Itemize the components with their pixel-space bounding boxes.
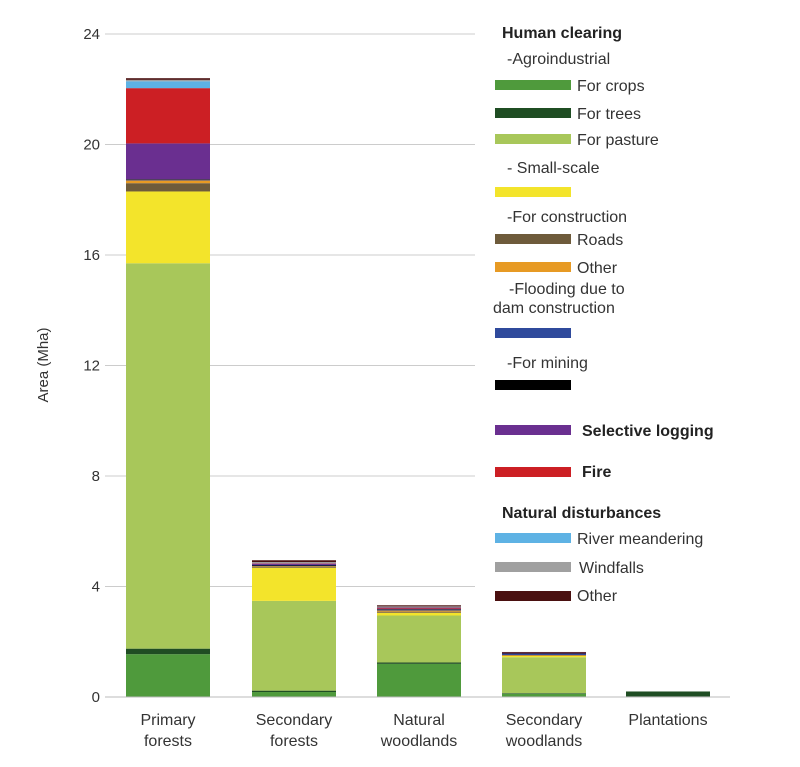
legend-swatch-fire [495, 467, 571, 477]
bar-segment [126, 78, 210, 80]
legend-sub-small-scale: - Small-scale [507, 160, 600, 177]
bar-segment [502, 652, 586, 654]
legend-heading-human-clearing: Human clearing [502, 25, 622, 42]
bar-segment [252, 566, 336, 568]
legend-swatch-flooding [495, 328, 571, 338]
legend-heading-natural-disturbances: Natural disturbances [502, 505, 661, 522]
bar-segment [126, 180, 210, 184]
bar-segment [377, 606, 461, 607]
legend-label-selective-logging: Selective logging [582, 423, 714, 440]
bar-segment [126, 179, 210, 180]
y-axis-ticks: 0 4 8 12 16 20 24 [83, 26, 100, 706]
bar-segment [502, 693, 586, 697]
bar-segment [126, 79, 210, 82]
bar-segment [377, 610, 461, 612]
x-category-label: Primary forests [140, 712, 195, 750]
bar-segment [252, 564, 336, 566]
legend-label-for-pasture: For pasture [577, 132, 659, 149]
y-tick-label: 24 [83, 26, 100, 43]
legend-sub-flooding-line1: -Flooding due to [509, 281, 625, 298]
bar-segment [126, 654, 210, 697]
bar-segment [377, 611, 461, 613]
bar-segment [377, 662, 461, 664]
legend-swatch-selective-logging [495, 425, 571, 435]
bar-segment [252, 692, 336, 697]
bar-segment [252, 567, 336, 601]
bar-segment [126, 88, 210, 144]
legend-swatch-for-pasture [495, 134, 571, 144]
bar-segment [502, 655, 586, 658]
bar-segment [377, 663, 461, 697]
y-tick-label: 4 [92, 579, 100, 596]
bar-segment [377, 615, 461, 663]
bar-segment [252, 690, 336, 693]
x-category-label: Secondary woodlands [505, 712, 583, 750]
legend-swatch-for-trees [495, 108, 571, 118]
legend-label-for-crops: For crops [577, 78, 645, 95]
legend-sub-for-mining: -For mining [507, 355, 588, 372]
bar-segment [377, 609, 461, 610]
legend: Human clearing -Agroindustrial For crops… [493, 25, 714, 605]
bar-segment [377, 607, 461, 609]
legend-label-roads: Roads [577, 232, 623, 249]
bar-segment [252, 560, 336, 563]
x-category-label: Plantations [628, 712, 707, 729]
bar-segment [377, 605, 461, 607]
bar-segment [502, 655, 586, 656]
bar-segment [126, 179, 210, 181]
bar-segment [126, 143, 210, 180]
bar-segment [252, 562, 336, 564]
legend-swatch-river-meandering [495, 533, 571, 543]
legend-swatch-windfalls [495, 562, 571, 572]
bar-segment [126, 191, 210, 264]
bar-segment [126, 648, 210, 655]
x-category-label: Natural woodlands [380, 712, 458, 750]
bar-segment [252, 566, 336, 567]
bar-segment [502, 653, 586, 656]
bar-segment [252, 563, 336, 565]
y-axis-label: Area (Mha) [35, 327, 52, 402]
bar-segment [126, 183, 210, 192]
legend-label-for-trees: For trees [577, 106, 641, 123]
legend-swatch-other-natural [495, 591, 571, 601]
bars [126, 78, 710, 698]
x-axis-categories: Primary forests Secondary forests Natural woo… [140, 712, 707, 750]
legend-label-fire: Fire [582, 464, 611, 481]
y-tick-label: 8 [92, 468, 100, 485]
legend-swatch-small-scale [495, 187, 571, 197]
bar-segment [377, 609, 461, 611]
y-tick-label: 0 [92, 689, 100, 706]
legend-swatch-for-mining [495, 380, 571, 390]
x-category-label: Secondary forests [256, 712, 333, 750]
legend-sub-agroindustrial: -Agroindustrial [507, 51, 610, 68]
bar-segment [252, 562, 336, 563]
bar-segment [377, 606, 461, 608]
bar-segment [626, 691, 710, 697]
bar-segment [252, 563, 336, 564]
legend-label-windfalls: Windfalls [579, 560, 644, 577]
bar-segment [377, 608, 461, 610]
legend-label-other-construction: Other [577, 260, 618, 277]
bar-segment [502, 653, 586, 654]
bar-segment [252, 565, 336, 567]
bar-segment [126, 263, 210, 649]
bar-segment [502, 693, 586, 694]
bar-segment [502, 657, 586, 694]
legend-sub-flooding-line2: dam construction [493, 300, 615, 317]
legend-label-river-meandering: River meandering [577, 531, 703, 548]
y-tick-label: 16 [83, 247, 100, 264]
bar-segment [252, 600, 336, 691]
bar-segment [502, 651, 586, 653]
legend-sub-for-construction: -For construction [507, 209, 627, 226]
legend-swatch-other-construction [495, 262, 571, 272]
y-tick-label: 12 [83, 358, 100, 375]
legend-swatch-roads [495, 234, 571, 244]
legend-swatch-for-crops [495, 80, 571, 90]
bar-segment [377, 612, 461, 616]
bar-segment [126, 81, 210, 89]
legend-label-other-natural: Other [577, 588, 618, 605]
y-tick-label: 20 [83, 137, 100, 154]
